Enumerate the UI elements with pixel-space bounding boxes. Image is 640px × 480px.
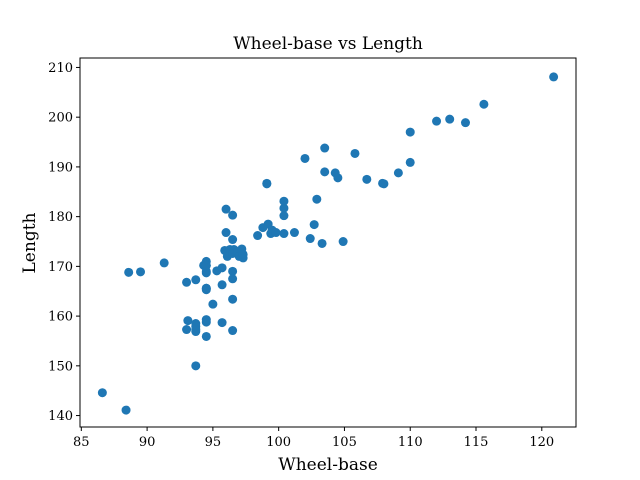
y-tick-label: 210	[48, 61, 73, 76]
scatter-point	[228, 235, 238, 245]
y-tick-label: 200	[48, 111, 73, 126]
scatter-point	[183, 316, 193, 326]
chart-title: Wheel-base vs Length	[233, 34, 423, 54]
x-tick-label: 85	[73, 435, 90, 450]
y-tick-label: 160	[48, 310, 73, 325]
y-tick-label: 180	[48, 210, 73, 225]
scatter-point	[182, 325, 192, 335]
scatter-point	[191, 275, 201, 285]
x-tick-label: 90	[139, 435, 156, 450]
scatter-point	[201, 331, 211, 341]
scatter-point	[379, 179, 389, 189]
scatter-point	[159, 258, 169, 268]
y-tick-label: 150	[48, 359, 73, 374]
scatter-point	[217, 263, 227, 273]
scatter-point	[201, 260, 211, 270]
scatter-point	[208, 299, 218, 309]
scatter-point	[228, 326, 238, 336]
scatter-point	[309, 220, 319, 230]
scatter-point	[549, 72, 559, 82]
scatter-point	[338, 237, 348, 247]
scatter-point	[191, 325, 201, 335]
scatter-point	[479, 99, 489, 109]
scatter-point	[279, 203, 289, 213]
scatter-point	[262, 178, 272, 188]
x-tick-label: 120	[529, 435, 554, 450]
scatter-point	[405, 127, 415, 137]
scatter-point	[279, 229, 289, 239]
scatter-point	[221, 228, 231, 238]
scatter-point	[317, 238, 327, 248]
scatter-point	[228, 294, 238, 304]
scatter-point	[124, 267, 134, 277]
scatter-point	[432, 116, 442, 126]
scatter-point	[228, 274, 238, 284]
x-tick-label: 115	[464, 435, 489, 450]
x-tick-label: 110	[398, 435, 423, 450]
scatter-point	[393, 168, 403, 178]
scatter-point	[320, 143, 330, 153]
scatter-point	[228, 210, 238, 220]
x-axis-label: Wheel-base	[278, 455, 378, 475]
scatter-point	[405, 157, 415, 167]
scatter-point	[279, 211, 289, 221]
scatter-point	[191, 361, 201, 371]
points-layer	[97, 72, 559, 415]
scatter-point	[97, 388, 107, 398]
y-tick-label: 190	[48, 160, 73, 175]
scatter-point	[271, 228, 281, 238]
scatter-point	[279, 196, 289, 206]
scatter-point	[136, 267, 146, 277]
scatter-point	[350, 148, 360, 158]
scatter-point	[460, 118, 470, 128]
scatter-point	[445, 114, 455, 124]
scatter-point	[362, 174, 372, 184]
scatter-point	[217, 280, 227, 290]
scatter-point	[253, 231, 263, 241]
scatter-point	[228, 266, 238, 276]
scatter-point	[333, 173, 343, 183]
x-tick-label: 95	[205, 435, 222, 450]
plot-area-frame	[79, 57, 577, 428]
x-tick-label: 105	[332, 435, 357, 450]
scatter-point	[289, 228, 299, 238]
scatter-point	[201, 315, 211, 325]
scatter-point	[221, 204, 231, 214]
x-axis-ticks: 85 90 95 100 105 110 115 120	[73, 427, 554, 450]
y-tick-label: 140	[48, 409, 73, 424]
y-tick-label: 170	[48, 260, 73, 275]
scatter-point	[305, 234, 315, 244]
scatter-point	[300, 153, 310, 163]
scatter-point	[217, 318, 227, 328]
x-tick-label: 100	[266, 435, 291, 450]
scatter-point	[238, 249, 248, 259]
scatter-point	[121, 405, 131, 415]
scatter-point	[312, 194, 322, 204]
y-axis-ticks: 140 150 160 170 180 190 200 210	[48, 61, 80, 424]
scatter-point	[201, 283, 211, 293]
scatter-point	[182, 277, 192, 287]
y-axis-label: Length	[20, 212, 40, 273]
scatter-point	[320, 167, 330, 177]
